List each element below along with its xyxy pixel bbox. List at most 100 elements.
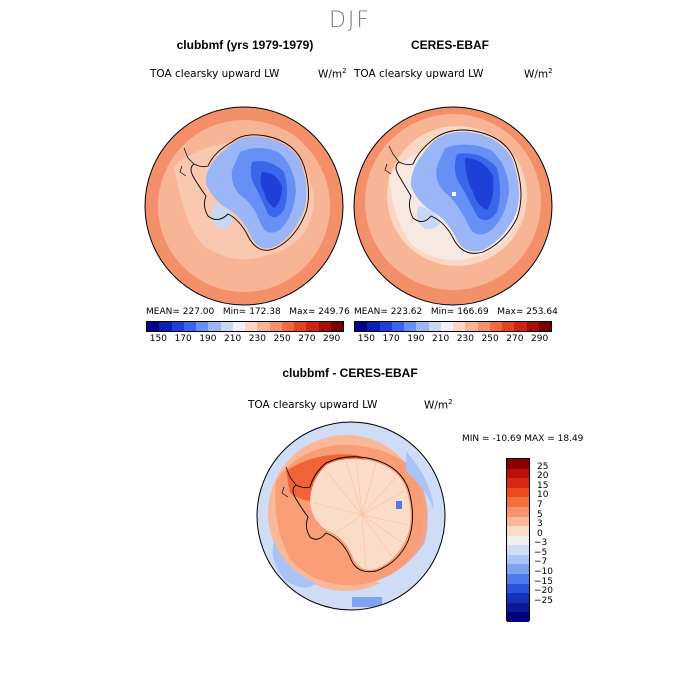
colorbar-3-swatch (507, 497, 529, 508)
colorbar-2-swatch (367, 322, 380, 331)
colorbar-1-swatch (147, 322, 160, 331)
colorbar-1-swatch (208, 322, 221, 331)
colorbar-3-swatch (507, 545, 529, 556)
panel-3-title: clubbmf - CERES-EBAF (282, 366, 418, 380)
colorbar-3-swatch (507, 459, 529, 470)
colorbar-1-tick-label: 230 (248, 334, 266, 344)
colorbar-2-swatch (416, 322, 429, 331)
colorbar-3-tick-label: −20 (534, 586, 553, 597)
colorbar-2-swatch (514, 322, 527, 331)
colorbar-3-tick-label: −15 (534, 576, 553, 587)
panel-1-variable: TOA clearsky upward LW (150, 68, 280, 80)
colorbar-3-swatch (507, 506, 529, 518)
colorbar-3-swatch (507, 535, 529, 546)
colorbar-2-swatch (477, 322, 490, 331)
panel-2-max: Max= 253.64 (497, 307, 558, 317)
colorbar-3-swatch (507, 612, 529, 623)
panel-3-minmax: MIN = -10.69 MAX = 18.49 (462, 434, 584, 444)
colorbar-3 (506, 458, 530, 623)
colorbar-1-swatch (281, 322, 294, 331)
panel-2-min: Min= 166.69 (430, 307, 489, 317)
colorbar-3-tick-label: 15 (537, 480, 549, 491)
colorbar-1-swatch (183, 322, 196, 331)
panel-1-map (144, 106, 344, 306)
colorbar-3-swatch (507, 583, 529, 594)
colorbar-1-swatch (306, 322, 319, 331)
colorbar-3-tick-label: 7 (537, 499, 543, 510)
colorbar-3-tick-label: 3 (537, 519, 543, 530)
panel-1-stats: MEAN= 227.00 Min= 172.38 Max= 249.76 (146, 307, 350, 317)
colorbar-1-tick-label: 170 (174, 334, 192, 344)
panel-3-units: W/m2 (424, 398, 453, 412)
colorbar-3-tick-label: 10 (537, 490, 549, 501)
colorbar-2 (354, 321, 552, 332)
colorbar-3-swatch (507, 478, 529, 489)
colorbar-3-swatch (507, 468, 529, 479)
colorbar-2-swatch (379, 322, 392, 331)
colorbar-3-tick-label: 0 (537, 528, 543, 539)
colorbar-3-swatch (507, 602, 529, 613)
colorbar-3-labels: 25 20 15 10 7 5 3 0 −3 −5 −7 −10 −15 −20 −25 (534, 458, 574, 621)
colorbar-2-swatch (428, 322, 441, 331)
colorbar-3-swatch (507, 516, 529, 527)
season-title: DJF (328, 8, 372, 33)
colorbar-1-tick-label: 250 (273, 334, 291, 344)
panel-2-units: W/m2 (524, 67, 553, 81)
colorbar-1-swatch (220, 322, 233, 331)
colorbar-3-tick-label: −5 (534, 547, 548, 558)
colorbar-3-tick-label: 20 (537, 471, 549, 482)
colorbar-1-swatch (171, 322, 184, 331)
colorbar-1-swatch (294, 322, 307, 331)
colorbar-3-swatch (507, 564, 529, 575)
colorbar-1-swatch (232, 322, 245, 331)
panel-1-mean: MEAN= 227.00 (146, 307, 215, 317)
colorbar-2-swatch (355, 322, 368, 331)
colorbar-1-swatch (196, 322, 209, 331)
colorbar-2-swatch (526, 322, 539, 331)
colorbar-2-swatch (502, 322, 515, 331)
panel-2-title: CERES-EBAF (410, 38, 489, 52)
panel-2-stats: MEAN= 223.62 Min= 166.69 Max= 253.64 (354, 307, 558, 317)
colorbar-2-swatch (453, 322, 466, 331)
colorbar-3-tick-label: −25 (534, 595, 553, 606)
colorbar-2-swatch (489, 322, 502, 331)
colorbar-3-tick-label: −10 (534, 567, 553, 578)
panel-3-map (256, 421, 446, 611)
colorbar-2-swatch (538, 322, 551, 331)
colorbar-3-swatch (507, 487, 529, 498)
colorbar-3-swatch (507, 593, 529, 604)
colorbar-1-swatch (269, 322, 282, 331)
colorbar-1-swatch (257, 322, 270, 331)
colorbar-1-swatch (245, 322, 258, 331)
colorbar-1-tick-label: 190 (199, 334, 217, 344)
colorbar-1-swatch (330, 322, 343, 331)
colorbar-2-swatch (465, 322, 478, 331)
colorbar-1-tick-label: 210 (224, 334, 242, 344)
colorbar-2-tick-label: 190 (407, 334, 425, 344)
colorbar-1-swatch (159, 322, 172, 331)
colorbar-2-tick-label: 290 (531, 334, 549, 344)
colorbar-3-tick-label: 25 (537, 461, 549, 472)
colorbar-3-swatch (507, 554, 529, 565)
panel-2-map (353, 106, 553, 306)
colorbar-2-tick-label: 270 (506, 334, 524, 344)
colorbar-1-labels: 150 170 190 210 230 250 270 290 (146, 334, 344, 348)
colorbar-2-swatch (404, 322, 417, 331)
colorbar-2-tick-label: 230 (456, 334, 474, 344)
colorbar-3-tick-label: −3 (534, 538, 548, 549)
colorbar-2-swatch (440, 322, 453, 331)
panel-1-title: clubbmf (yrs 1979-1979) (176, 38, 314, 52)
panel-2-mean: MEAN= 223.62 (354, 307, 423, 317)
panel-3-variable: TOA clearsky upward LW (248, 399, 378, 411)
panel-2-variable: TOA clearsky upward LW (354, 68, 484, 80)
colorbar-2-tick-label: 150 (357, 334, 375, 344)
colorbar-1-tick-label: 150 (149, 334, 167, 344)
colorbar-3-tick-label: 5 (537, 509, 543, 520)
colorbar-2-tick-label: 250 (481, 334, 499, 344)
colorbar-1-swatch (318, 322, 331, 331)
colorbar-2-swatch (391, 322, 404, 331)
colorbar-2-tick-label: 170 (382, 334, 400, 344)
colorbar-2-tick-label: 210 (432, 334, 450, 344)
colorbar-3-swatch (507, 526, 529, 537)
panel-1-units: W/m2 (318, 67, 347, 81)
